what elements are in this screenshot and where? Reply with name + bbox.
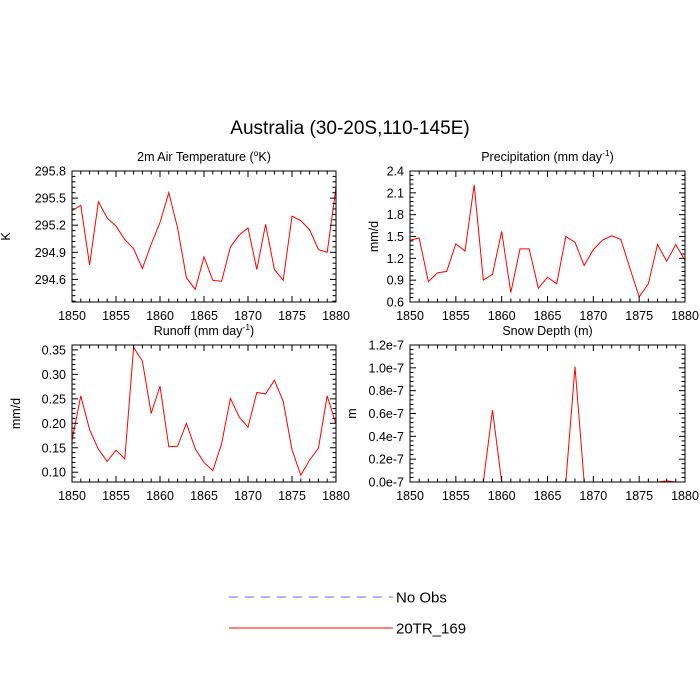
legend-label: 20TR_169	[396, 621, 466, 638]
panel-title-main: Runoff (mm day	[154, 324, 243, 338]
y-tick-label: 295.8	[35, 165, 66, 179]
panel-title-superscript: -1	[602, 148, 610, 158]
x-tick-label: 1870	[579, 309, 607, 323]
x-tick-label: 1855	[102, 489, 130, 503]
chart-panel-2: Precipitation (mm day-1) mm/d 1850 1855 1860…	[367, 148, 699, 323]
x-tick-label: 1875	[278, 489, 306, 503]
figure-title: Australia (30-20S,110-145E)	[230, 118, 469, 139]
y-tick-label: 1.8	[387, 208, 404, 222]
y-tick-label: 1.2	[387, 252, 404, 266]
chart-panel-1: 2m Air Temperature (oK) K 1850 1855 1860 1865…	[0, 148, 350, 323]
y-tick-label: 0.35	[42, 343, 66, 357]
y-tick-label: 0.25	[42, 392, 66, 406]
legend: No Obs 20TR_169	[229, 590, 466, 638]
y-tick-label: 0.20	[42, 417, 66, 431]
y-tick-label: 2.1	[387, 186, 404, 200]
x-tick-label: 1860	[146, 489, 174, 503]
legend-item-1: No Obs	[229, 590, 447, 607]
x-tick-label: 1850	[396, 489, 424, 503]
x-tick-label: 1860	[488, 309, 516, 323]
y-tick-label: 294.9	[35, 246, 66, 260]
plot-frame	[71, 344, 337, 483]
x-tick-label: 1865	[534, 309, 562, 323]
y-tick-label: 0.0e-7	[369, 476, 404, 490]
plot-frame	[71, 170, 337, 303]
legend-item-2: 20TR_169	[229, 621, 466, 638]
panel-title-main: Snow Depth (m)	[502, 324, 592, 338]
chart-panel-4: Snow Depth (m) m 1850 1855 1860 1865 1870 1875 1…	[345, 324, 699, 503]
x-tick-label: 1870	[234, 489, 262, 503]
x-tick-label: 1850	[58, 309, 86, 323]
y-tick-label: 0.15	[42, 441, 66, 455]
y-axis-label: K	[0, 232, 13, 241]
y-axis-label: mm/d	[367, 221, 381, 252]
y-axis-label: m	[345, 408, 359, 418]
x-tick-label: 1850	[58, 489, 86, 503]
x-tick-label: 1880	[671, 489, 699, 503]
y-tick-label: 294.6	[35, 273, 66, 287]
x-tick-label: 1855	[442, 489, 470, 503]
x-tick-label: 1880	[671, 309, 699, 323]
y-tick-label: 0.10	[42, 466, 66, 480]
panel-title-main: Precipitation (mm day	[481, 150, 603, 164]
series-line-20tr-169	[71, 345, 337, 477]
panel-title-tail: )	[610, 150, 614, 164]
panel-title: 2m Air Temperature (oK)	[137, 148, 271, 164]
y-axis-label: mm/d	[9, 398, 23, 429]
y-tick-label: 295.2	[35, 219, 66, 233]
x-tick-label: 1865	[190, 309, 218, 323]
y-tick-label: 0.8e-7	[369, 384, 404, 398]
legend-label: No Obs	[396, 590, 447, 607]
x-tick-label: 1875	[278, 309, 306, 323]
chart-panel-3: Runoff (mm day-1) mm/d 1850 1855 1860 1865 187…	[9, 322, 350, 503]
series-line-20tr-169	[71, 187, 337, 291]
panel-title-main: 2m Air Temperature (	[137, 150, 254, 164]
x-tick-label: 1880	[322, 309, 350, 323]
y-tick-label: 295.5	[35, 192, 66, 206]
panel-title-superscript: o	[254, 148, 259, 158]
x-tick-label: 1865	[190, 489, 218, 503]
y-tick-label: 1.0e-7	[369, 361, 404, 375]
x-tick-label: 1880	[322, 489, 350, 503]
y-tick-label: 0.30	[42, 368, 66, 382]
panel-title: Runoff (mm day-1)	[154, 322, 254, 338]
y-tick-label: 0.4e-7	[369, 430, 404, 444]
y-tick-label: 1.2e-7	[369, 339, 404, 353]
x-tick-label: 1875	[625, 309, 653, 323]
x-tick-label: 1870	[579, 489, 607, 503]
x-tick-label: 1860	[146, 309, 174, 323]
panel-title-superscript: -1	[242, 322, 250, 332]
y-tick-label: 0.6	[387, 296, 404, 310]
panel-title: Snow Depth (m)	[502, 324, 592, 338]
panels-group: 2m Air Temperature (oK) K 1850 1855 1860 1865…	[0, 148, 699, 503]
y-tick-label: 1.5	[387, 230, 404, 244]
panel-title-tail: )	[250, 324, 254, 338]
panel-title: Precipitation (mm day-1)	[481, 148, 614, 164]
y-tick-label: 0.9	[387, 274, 404, 288]
x-tick-label: 1875	[625, 489, 653, 503]
panel-title-tail: K)	[258, 150, 271, 164]
x-tick-label: 1850	[396, 309, 424, 323]
x-tick-label: 1865	[534, 489, 562, 503]
plot-frame	[409, 170, 686, 303]
plot-frame	[409, 344, 686, 483]
y-tick-label: 0.6e-7	[369, 407, 404, 421]
x-tick-label: 1860	[488, 489, 516, 503]
x-tick-label: 1855	[442, 309, 470, 323]
x-tick-label: 1855	[102, 309, 130, 323]
x-tick-label: 1870	[234, 309, 262, 323]
y-tick-label: 0.2e-7	[369, 453, 404, 467]
y-tick-label: 2.4	[387, 165, 404, 179]
